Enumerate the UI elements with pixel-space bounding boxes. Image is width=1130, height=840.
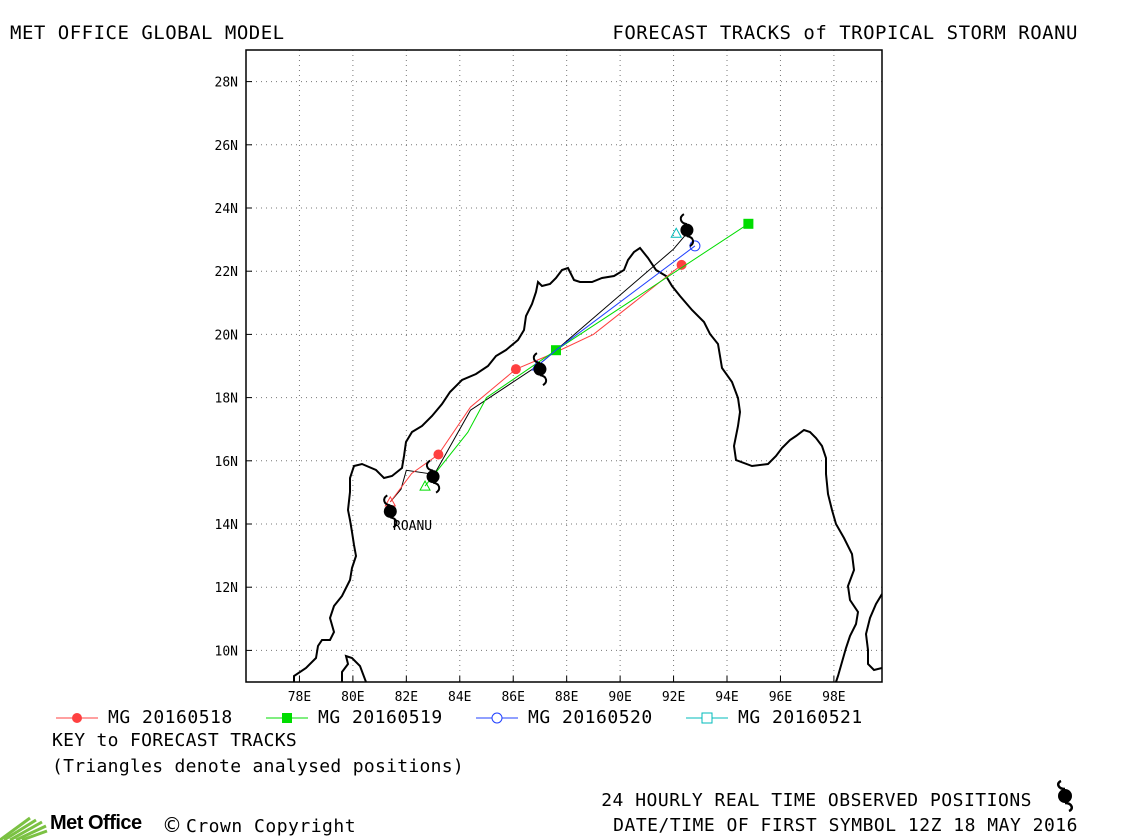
cyclone-symbol-core — [383, 504, 397, 518]
analysed-position-triangle — [670, 227, 683, 238]
y-tick-label: 10N — [215, 644, 238, 659]
cyclone-symbol-icon — [532, 352, 548, 387]
legend-label: MG 20160518 — [108, 707, 233, 728]
legend-symbol-open-circle — [476, 712, 518, 724]
cyclone-symbol-arm — [532, 352, 541, 365]
met-office-logo: Met Office © Crown Copyright — [0, 810, 370, 840]
forecast-track-line — [424, 223, 749, 487]
x-tick-label: 90E — [608, 690, 631, 705]
cyclone-symbol-arm — [679, 213, 688, 226]
observed-positions-label: 24 HOURLY REAL TIME OBSERVED POSITIONS — [601, 790, 1032, 811]
legend-symbol-filled-circle — [56, 713, 98, 723]
y-tick-label: 12N — [215, 581, 238, 596]
y-tick-label: 18N — [215, 392, 238, 407]
legend-symbol-open-square — [686, 712, 728, 724]
x-tick-label: 82E — [395, 690, 418, 705]
legend-symbol-filled-square — [266, 713, 308, 723]
met-office-brand: Met Office — [50, 812, 142, 834]
legend-label: MG 20160520 — [528, 707, 653, 728]
x-tick-label: 78E — [288, 690, 311, 705]
analysed-position-triangle — [419, 480, 431, 491]
cyclone-symbol-core — [680, 223, 694, 237]
x-tick-label: 84E — [448, 690, 471, 705]
forecast-track-line — [389, 264, 682, 503]
copyright-text: Crown Copyright — [186, 816, 357, 837]
met-office-logo-mark-icon — [0, 816, 48, 840]
coastline — [293, 246, 882, 682]
y-tick-label: 16N — [215, 455, 238, 470]
cyclone-symbol-arm — [686, 235, 695, 247]
x-tick-label: 98E — [822, 690, 845, 705]
cyclone-symbol-arm — [425, 459, 434, 472]
cyclone-symbol-icon — [425, 459, 441, 494]
cyclone-symbol-core — [426, 470, 440, 484]
cyclone-symbol-arm — [383, 494, 391, 507]
x-tick-label: 88E — [555, 690, 578, 705]
copyright-symbol: © — [162, 813, 182, 837]
observed-track-line — [389, 232, 688, 503]
header-model-title: MET OFFICE GLOBAL MODEL — [10, 22, 285, 44]
legend-label: MG 20160521 — [738, 707, 863, 728]
y-tick-label: 14N — [215, 518, 238, 533]
forecast-point-marker — [743, 218, 754, 229]
cyclone-symbol-icon — [383, 494, 398, 529]
y-tick-label: 20N — [215, 328, 238, 343]
axis-ticks: 78E 80E 82E 84E 86E 88E 90E 92E 94E 96E 98E 10N 12N 1… — [215, 76, 846, 705]
y-tick-label: 24N — [215, 202, 238, 217]
forecast-point-marker — [676, 259, 687, 270]
cyclone-symbol-icon — [1056, 780, 1074, 812]
track-layer — [383, 213, 754, 529]
map-grid — [246, 50, 882, 682]
cyclone-symbol-icon — [679, 213, 695, 247]
x-tick-label: 86E — [501, 690, 524, 705]
map-frame — [245, 49, 883, 683]
header-storm-title: FORECAST TRACKS of TROPICAL STORM ROANU — [612, 22, 1078, 44]
x-tick-label: 92E — [662, 690, 685, 705]
forecast-track-line — [536, 245, 696, 367]
cyclone-symbol-arm — [432, 481, 441, 494]
cyclone-symbol-arm — [539, 374, 548, 387]
first-symbol-date-label: DATE/TIME OF FIRST SYMBOL 12Z 18 MAY 201… — [613, 815, 1078, 836]
coastline-segment — [293, 246, 860, 682]
x-tick-label: 96E — [769, 690, 792, 705]
y-tick-label: 26N — [215, 139, 238, 154]
forecast-point-marker — [433, 449, 444, 460]
x-tick-label: 80E — [341, 690, 364, 705]
legend-label: MG 20160519 — [318, 707, 443, 728]
cyclone-symbol-core — [533, 362, 547, 376]
key-title: KEY to FORECAST TRACKS — [52, 730, 298, 751]
coastline-segment — [341, 654, 367, 682]
y-tick-label: 22N — [215, 265, 238, 280]
cyclone-symbol-arm — [390, 516, 398, 529]
x-tick-label: 94E — [715, 690, 738, 705]
coastline-segment — [864, 593, 882, 672]
forecast-point-marker — [510, 364, 521, 375]
y-tick-label: 28N — [215, 76, 238, 91]
storm-name-label: ROANU — [393, 519, 432, 534]
map-border — [245, 49, 883, 683]
key-note: (Triangles denote analysed positions) — [52, 756, 465, 777]
